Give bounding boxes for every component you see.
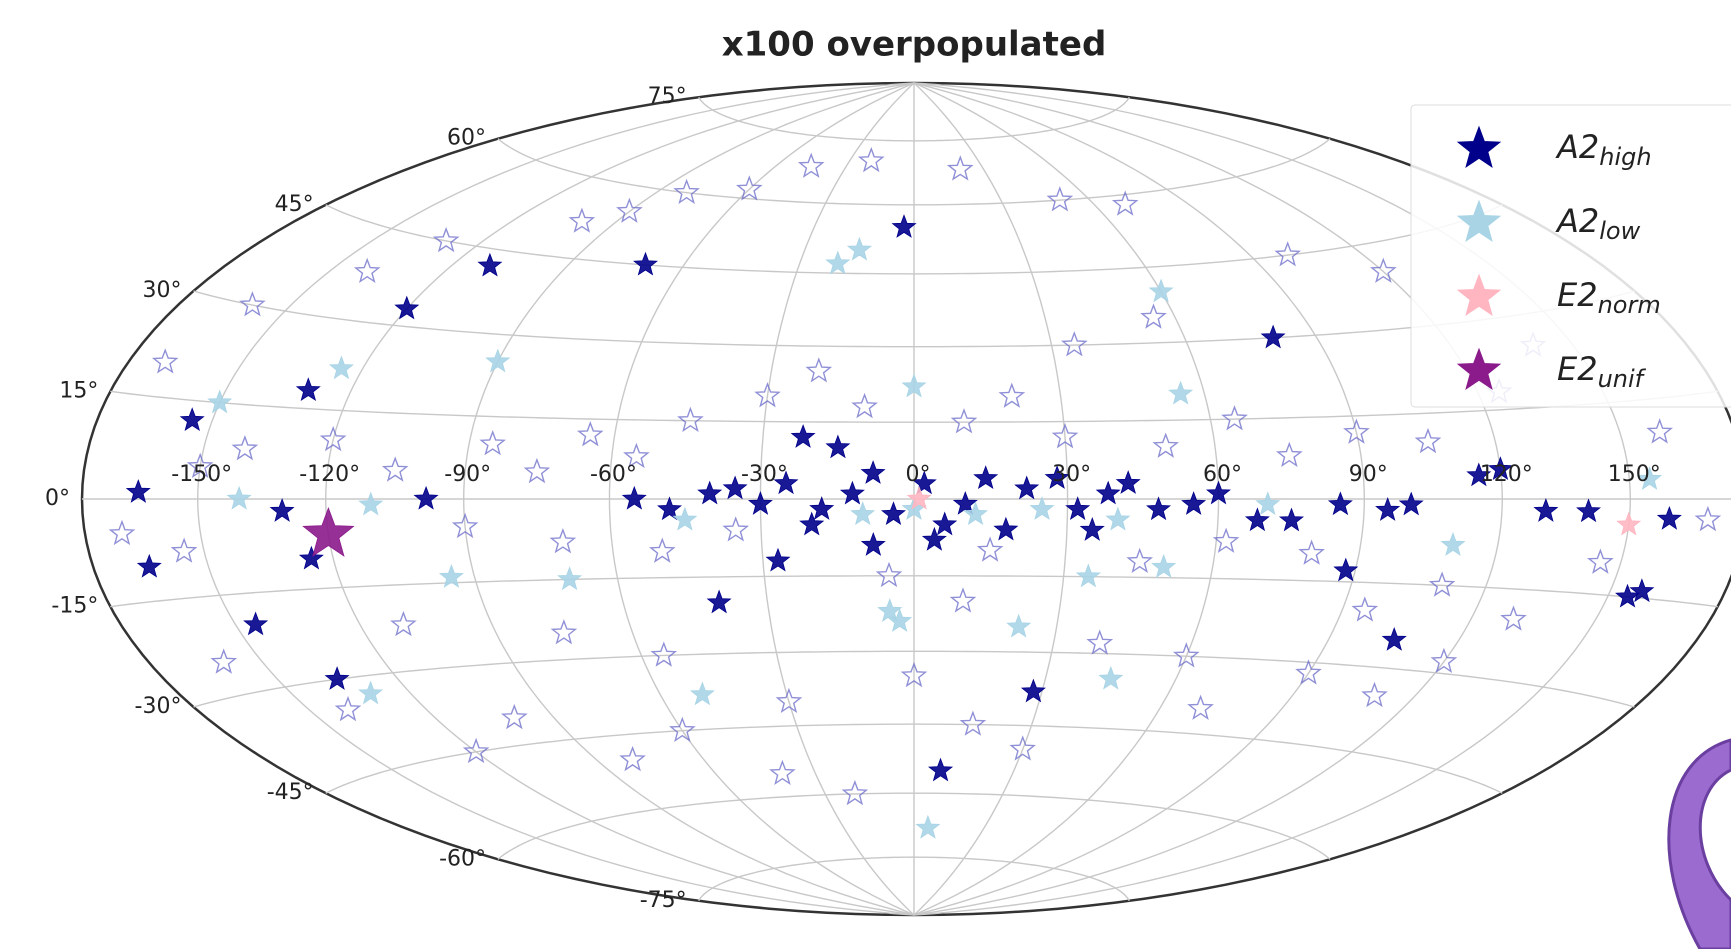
chart: x100 overpopulated -75° -60° -45° -30° -15° 0… bbox=[0, 0, 1731, 949]
x-tick-label: -120° bbox=[299, 462, 360, 487]
legend-name: A2 bbox=[1555, 202, 1599, 240]
legend-subscript: unif bbox=[1598, 365, 1647, 393]
x-tick-label: 30° bbox=[1052, 462, 1091, 487]
x-tick-label: -30° bbox=[741, 462, 788, 487]
y-tick-label: -75° bbox=[640, 888, 687, 913]
y-tick-label: -15° bbox=[51, 594, 98, 619]
y-tick-label: 75° bbox=[648, 84, 687, 109]
decoration bbox=[1669, 740, 1731, 949]
x-tick-label: -90° bbox=[444, 462, 491, 487]
y-tick-label: 45° bbox=[275, 192, 314, 217]
legend-subscript: high bbox=[1599, 143, 1651, 171]
y-tick-label: -60° bbox=[439, 846, 486, 871]
x-tick-label: 90° bbox=[1349, 462, 1388, 487]
legend-name: E2 bbox=[1557, 276, 1598, 314]
legend-subscript: norm bbox=[1598, 291, 1661, 319]
chart-title: x100 overpopulated bbox=[722, 25, 1107, 65]
x-tick-label: 60° bbox=[1203, 462, 1242, 487]
y-tick-label: -30° bbox=[135, 694, 182, 719]
y-tick-label: 0° bbox=[45, 486, 70, 511]
x-tick-label: -150° bbox=[171, 462, 232, 487]
legend-name: A2 bbox=[1555, 128, 1599, 166]
legend-subscript: low bbox=[1599, 217, 1640, 245]
y-tick-label: 15° bbox=[59, 378, 98, 403]
x-tick-label: 0° bbox=[906, 462, 931, 487]
y-tick-label: 30° bbox=[142, 278, 181, 303]
x-tick-label: 120° bbox=[1480, 462, 1533, 487]
x-tick-label: 150° bbox=[1608, 462, 1661, 487]
y-tick-label: 60° bbox=[447, 126, 486, 151]
x-tick-label: -60° bbox=[590, 462, 637, 487]
y-tick-label: -45° bbox=[267, 780, 314, 805]
legend-name: E2 bbox=[1557, 350, 1598, 388]
